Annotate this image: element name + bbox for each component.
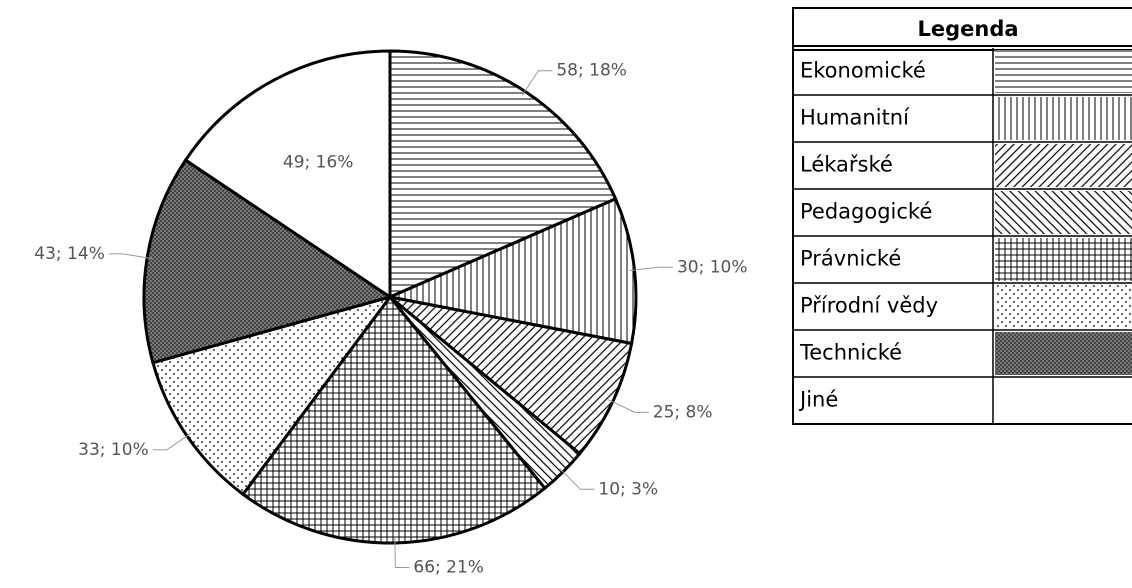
legend-swatch — [995, 332, 1132, 375]
leader-line — [394, 538, 410, 569]
data-label: 30; 10% — [677, 257, 748, 277]
legend-label: Jiné — [798, 388, 838, 412]
data-label: 58; 18% — [556, 61, 627, 81]
legend-label: Pedagogické — [800, 200, 932, 224]
legend-label: Přírodní vědy — [800, 294, 938, 318]
legend-swatch — [995, 144, 1132, 187]
legend-label: Právnické — [800, 247, 901, 271]
data-label: 25; 8% — [653, 402, 713, 422]
legend-title: Legenda — [917, 17, 1018, 41]
legend-label: Ekonomické — [800, 59, 926, 83]
legend-swatch — [995, 379, 1132, 422]
leader-line — [152, 432, 192, 451]
legend-swatch — [995, 97, 1132, 140]
leader-line — [108, 253, 153, 260]
pie-slice — [183, 49, 392, 300]
legend-swatch — [995, 191, 1132, 234]
legend-swatch — [995, 285, 1132, 328]
data-label: 43; 14% — [34, 244, 105, 264]
data-label: 33; 10% — [78, 440, 149, 460]
legend-label: Technické — [799, 341, 902, 365]
legend-label: Lékařské — [800, 153, 893, 177]
data-label: 49; 16% — [283, 152, 354, 172]
leader-line — [521, 70, 553, 96]
data-label: 10; 3% — [598, 479, 658, 499]
legend-swatch — [995, 50, 1132, 93]
leader-line — [607, 399, 649, 413]
leader-line — [559, 467, 595, 490]
leader-line — [629, 266, 673, 272]
legend-swatch — [995, 238, 1132, 281]
data-label: 66; 21% — [413, 558, 484, 578]
legend-label: Humanitní — [800, 106, 910, 130]
